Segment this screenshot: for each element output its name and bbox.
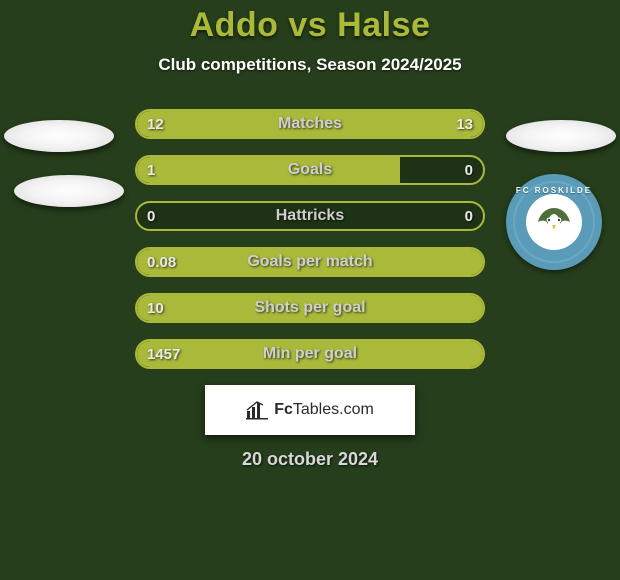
bar-value-right [461, 293, 485, 323]
bar-value-left: 1 [135, 155, 167, 185]
content-root: Addo vs Halse Club competitions, Season … [0, 0, 620, 580]
bar-value-left: 0 [135, 201, 167, 231]
bar-label: Hattricks [135, 201, 485, 231]
bar-label: Goals [135, 155, 485, 185]
player-left-avatar-2 [14, 175, 124, 207]
footer-brand: FcTables.com [274, 401, 374, 419]
page-subtitle: Club competitions, Season 2024/2025 [0, 55, 620, 75]
stat-row: Shots per goal10 [135, 293, 485, 323]
bar-value-right: 0 [453, 201, 485, 231]
bar-value-right [461, 339, 485, 369]
bar-value-left: 10 [135, 293, 176, 323]
stat-row: Hattricks0 0 [135, 201, 485, 231]
bar-value-right: 13 [444, 109, 485, 139]
bar-value-left: 0.08 [135, 247, 188, 277]
bar-value-left: 1457 [135, 339, 192, 369]
footer-banner: FcTables.com [205, 385, 415, 435]
eagle-icon [532, 204, 576, 240]
stats-bars: Matches1213Goals10Hattricks00Goals per m… [135, 109, 485, 369]
stat-row: Matches12 13 [135, 109, 485, 139]
player-right-avatar [506, 120, 616, 152]
bar-label: Matches [135, 109, 485, 139]
footer-brand-rest: Tables.com [293, 401, 374, 418]
bar-value-right [461, 247, 485, 277]
bar-value-right: 0 [453, 155, 485, 185]
stat-row: Goals1 0 [135, 155, 485, 185]
bar-label: Shots per goal [135, 293, 485, 323]
player-left-avatar-1 [4, 120, 114, 152]
bar-value-left: 12 [135, 109, 176, 139]
page-title: Addo vs Halse [0, 6, 620, 45]
stat-row: Goals per match0.08 [135, 247, 485, 277]
bar-chart-icon [246, 400, 268, 420]
club-badge: FC ROSKILDE [506, 174, 602, 270]
date-line: 20 october 2024 [0, 449, 620, 470]
footer-brand-bold: Fc [274, 401, 293, 418]
badge-inner-circle [526, 194, 582, 250]
stat-row: Min per goal1457 [135, 339, 485, 369]
